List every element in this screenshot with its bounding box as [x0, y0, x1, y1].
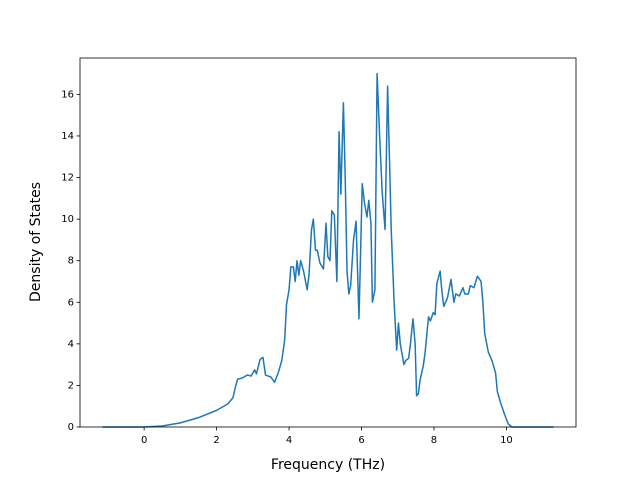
- x-tick-label: 10: [500, 435, 513, 446]
- y-tick-label: 8: [68, 256, 74, 267]
- x-tick-label: 0: [141, 435, 147, 446]
- y-tick-label: 4: [68, 339, 74, 350]
- x-tick-label: 4: [286, 435, 292, 446]
- line: [102, 72, 554, 428]
- y-tick-label: 10: [61, 214, 74, 225]
- y-tick-label: 0: [68, 422, 74, 433]
- x-tick-label: 6: [358, 435, 364, 446]
- y-tick-label: 12: [61, 173, 74, 184]
- y-tick-label: 6: [68, 297, 74, 308]
- axes-frame: [79, 57, 577, 428]
- x-tick-label: 8: [431, 435, 437, 446]
- x-tick-label: 2: [213, 435, 219, 446]
- y-tick-label: 16: [61, 89, 74, 100]
- y-tick-label: 14: [61, 131, 74, 142]
- y-axis-label: Density of States: [28, 182, 44, 302]
- y-tick-label: 2: [68, 380, 74, 391]
- x-axis-label: Frequency (THz): [271, 457, 385, 473]
